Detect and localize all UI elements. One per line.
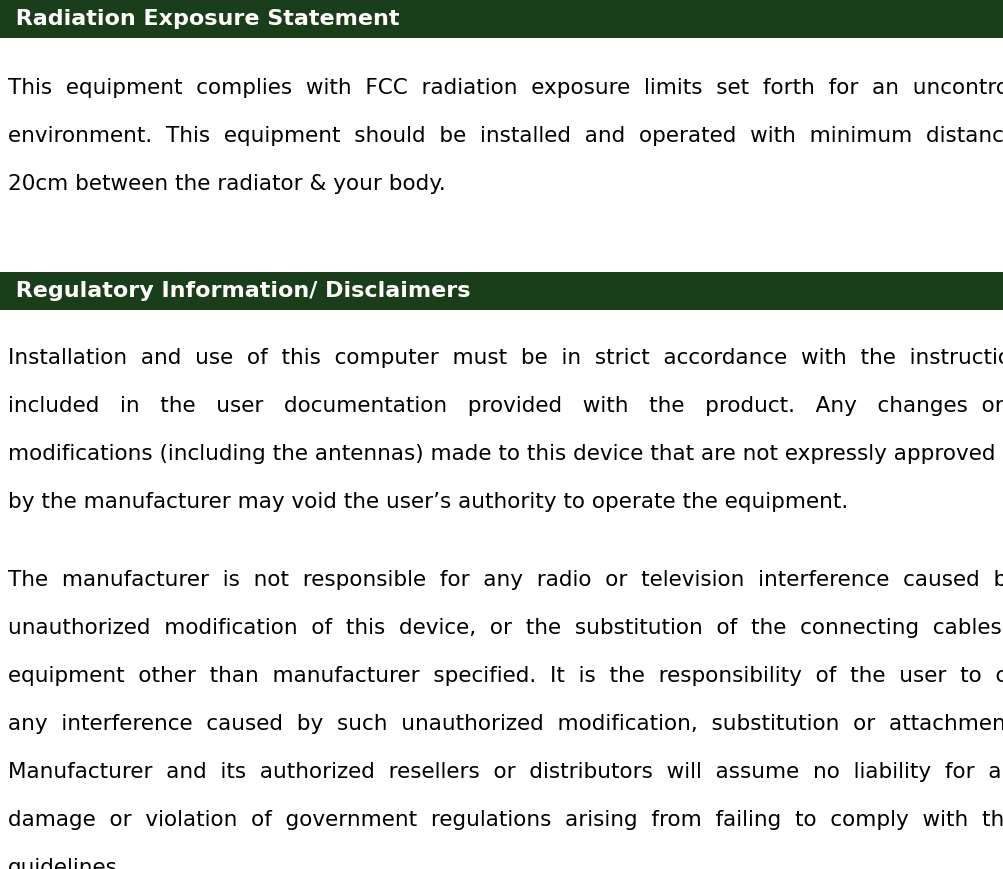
Text: This  equipment  complies  with  FCC  radiation  exposure  limits  set  forth  f: This equipment complies with FCC radiati… [8, 78, 1003, 98]
Text: guidelines.: guidelines. [8, 858, 124, 869]
Text: by the manufacturer may void the user’s authority to operate the equipment.: by the manufacturer may void the user’s … [8, 492, 848, 512]
Bar [0, 272, 1003, 310]
Text: included   in   the   user   documentation   provided   with   the   product.   : included in the user documentation provi… [8, 396, 1003, 416]
Text: equipment  other  than  manufacturer  specified.  It  is  the  responsibility  o: equipment other than manufacturer specif… [8, 666, 1003, 686]
Text: Manufacturer  and  its  authorized  resellers  or  distributors  will  assume  n: Manufacturer and its authorized reseller… [8, 762, 1003, 782]
Text: unauthorized  modification  of  this  device,  or  the  substitution  of  the  c: unauthorized modification of this device… [8, 618, 1003, 638]
Text: modifications (including the antennas) made to this device that are not expressl: modifications (including the antennas) m… [8, 444, 995, 464]
Text: Installation  and  use  of  this  computer  must  be  in  strict  accordance  wi: Installation and use of this computer mu… [8, 348, 1003, 368]
Text: damage  or  violation  of  government  regulations  arising  from  failing  to  : damage or violation of government regula… [8, 810, 1003, 830]
Text: The  manufacturer  is  not  responsible  for  any  radio  or  television  interf: The manufacturer is not responsible for … [8, 570, 1003, 590]
Bar [0, 0, 1003, 38]
Text: Radiation Exposure Statement: Radiation Exposure Statement [8, 9, 399, 29]
Text: 20cm between the radiator & your body.: 20cm between the radiator & your body. [8, 174, 445, 194]
Text: Regulatory Information/ Disclaimers: Regulatory Information/ Disclaimers [8, 281, 470, 301]
Text: environment.  This  equipment  should  be  installed  and  operated  with  minim: environment. This equipment should be in… [8, 126, 1003, 146]
Text: any  interference  caused  by  such  unauthorized  modification,  substitution  : any interference caused by such unauthor… [8, 714, 1003, 734]
